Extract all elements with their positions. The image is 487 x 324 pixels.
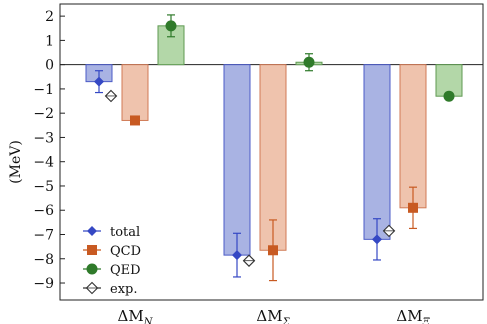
y-tick-label: −1 [33,82,54,98]
point-qcd-1 [268,245,278,256]
bar-total-2 [363,64,391,240]
point-qed-0 [165,20,177,32]
y-tick-label: −2 [33,106,54,122]
y-tick-label: 0 [45,58,54,74]
y-tick-label: −7 [33,227,54,243]
category-label: ΔMN [118,307,154,324]
legend-marker-1 [87,245,97,255]
category-label-sub: N [143,317,154,324]
category-label-base: ΔM [396,307,422,324]
category-label: ΔMΣ [256,307,290,324]
y-tick-label: −4 [33,155,54,171]
point-qed-1 [303,56,315,68]
y-tick-label: −3 [33,130,54,146]
y-tick-label: −6 [33,203,54,219]
y-tick-label: −8 [33,252,54,268]
point-total-0 [94,76,104,87]
legend-label: QCD [110,244,141,259]
legend: total QCD QED exp. [83,225,141,297]
legend-marker-2 [86,263,98,275]
y-tick-label: −5 [33,179,54,195]
legend-label: QED [110,263,141,278]
point-qcd-2 [408,202,418,213]
y-tick-label: 1 [45,33,54,49]
plot-frame [59,3,484,301]
point-qed-2 [443,90,455,102]
point-qcd-0 [130,115,140,126]
point-total-2 [372,234,382,245]
legend-label: total [110,225,140,240]
category-label-base: ΔM [256,307,282,324]
bar-total-1 [223,64,251,256]
bar-qcd-0 [121,64,149,121]
y-tick-label: 2 [45,9,54,25]
legend-marker-0 [87,226,97,236]
point-total-1 [232,250,242,261]
y-axis-label: (MeV) [8,140,24,184]
category-label-base: ΔM [118,307,144,324]
category-label: ΔMΞ [396,307,430,324]
category-label-sub: Ξ [422,317,431,324]
category-label-sub: Σ [282,317,291,324]
bar-qcd-2 [399,64,427,209]
legend-label: exp. [110,282,137,297]
y-tick-label: −9 [33,276,54,292]
